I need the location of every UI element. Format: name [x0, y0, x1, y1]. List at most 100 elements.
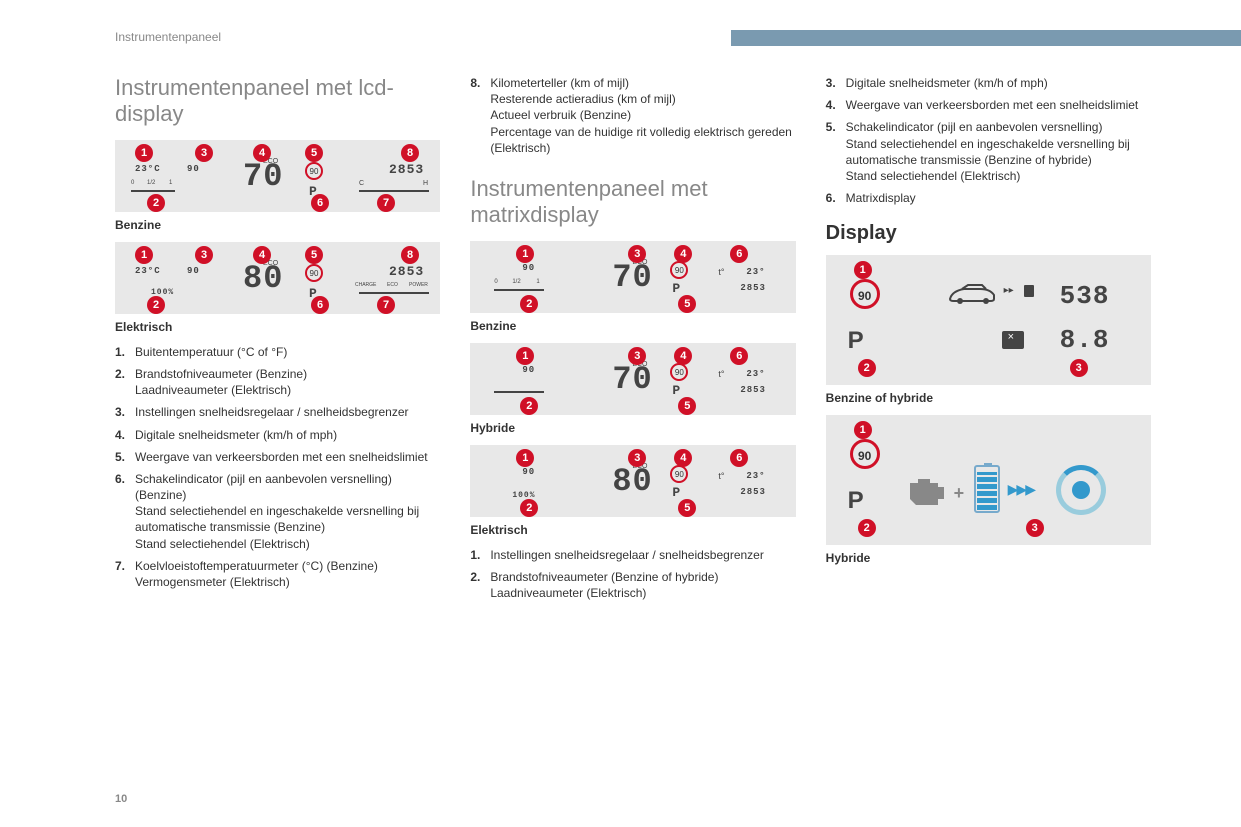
legend-item: 8.Kilometerteller (km of mijl)Resterende…: [470, 75, 795, 156]
outside-temp: 23°: [746, 267, 765, 277]
callout-badge-4: 4: [253, 144, 271, 162]
speed-value: 80: [243, 260, 283, 297]
outside-temp: 23°C: [135, 266, 161, 276]
matrix-panel-benzine: 90 0 1/2 1 ECO 70 90 P t° 23° 2853 12345…: [470, 241, 795, 313]
legend-number: 5.: [826, 119, 846, 135]
plus-icon: +: [954, 483, 965, 504]
fuel-gauge: [494, 289, 544, 291]
outside-temp: 23°C: [135, 164, 161, 174]
legend-item: 3.Instellingen snelheidsregelaar / snelh…: [115, 404, 440, 420]
cruise-value: 90: [187, 164, 200, 174]
legend-text: Digitale snelheidsmeter (km/h of mph): [135, 427, 440, 443]
gear-value: P: [672, 281, 681, 296]
cruise-value: 90: [522, 467, 535, 477]
speed-value: 80: [612, 463, 652, 500]
fuel-gauge: [494, 391, 544, 393]
legend-item: 2.Brandstofniveaumeter (Benzine of hybri…: [470, 569, 795, 601]
callout-badge-3: 3: [195, 246, 213, 264]
odometer-value: 2853: [389, 264, 424, 279]
outside-temp: 23°: [746, 471, 765, 481]
legend-text: Weergave van verkeersborden met een snel…: [135, 449, 440, 465]
engine-icon: [904, 477, 948, 509]
speed-value: 70: [612, 259, 652, 296]
callout-badge-6: 6: [311, 194, 329, 212]
callout-badge-8: 8: [401, 144, 419, 162]
legend-col2-top: 8.Kilometerteller (km of mijl)Resterende…: [470, 75, 795, 156]
legend-number: 5.: [115, 449, 135, 465]
legend-col1: 1.Buitentemperatuur (°C of °F)2.Brandsto…: [115, 344, 440, 590]
legend-text: Schakelindicator (pijl en aanbevolen ver…: [135, 471, 440, 552]
fuel-gauge: [131, 190, 175, 192]
legend-col2: 1.Instellingen snelheidsregelaar / snelh…: [470, 547, 795, 602]
legend-item: 6.Schakelindicator (pijl en aanbevolen v…: [115, 471, 440, 552]
legend-item: 3.Digitale snelheidsmeter (km/h of mph): [826, 75, 1151, 91]
callout-badge-4: 4: [674, 449, 692, 467]
display-panel-hybride: 90 P + ▶▶▶ 123: [826, 415, 1151, 545]
arrow-icon: ▸▸: [1004, 285, 1014, 296]
battery-pct: 100%: [512, 491, 535, 500]
callout-badge-2: 2: [520, 295, 538, 313]
caption-benzine: Benzine: [115, 218, 440, 232]
callout-badge-2: 2: [147, 296, 165, 314]
legend-text: Instellingen snelheidsregelaar / snelhei…: [135, 404, 440, 420]
page-content: Instrumentenpaneel met lcd-display 23°C …: [115, 75, 1151, 607]
callout-badge-6: 6: [311, 296, 329, 314]
caption-hybride: Hybride: [470, 421, 795, 435]
callout-badge-5: 5: [305, 246, 323, 264]
speed-sign-icon: 90: [305, 162, 323, 180]
car-icon: [946, 283, 1000, 307]
gear-value: P: [672, 383, 681, 398]
gear-value: P: [672, 485, 681, 500]
legend-number: 1.: [470, 547, 490, 563]
matrix-panel-elektrisch: 90 100% ECO 80 90 P t° 23° 2853 123456: [470, 445, 795, 517]
caption-benzhyb: Benzine of hybride: [826, 391, 1151, 405]
legend-text: Koelvloeistoftemperatuurmeter (°C) (Benz…: [135, 558, 440, 590]
legend-text: Brandstofniveaumeter (Benzine)Laadniveau…: [135, 366, 440, 398]
lcd-panel-elektrisch: 23°C 90 100% ECO 80 90 P 2853 CHARGE ECO…: [115, 242, 440, 314]
legend-col3-top: 3.Digitale snelheidsmeter (km/h of mph) 4…: [826, 75, 1151, 206]
page-number: 10: [115, 793, 127, 805]
matrix-panel-hybride: 90 ECO 70 90 P t° 23° 2853 123456: [470, 343, 795, 415]
callout-badge-1: 1: [854, 421, 872, 439]
legend-number: 6.: [826, 190, 846, 206]
coolant-cold: C: [359, 180, 364, 187]
callout-badge-1: 1: [854, 261, 872, 279]
callout-badge-1: 1: [516, 449, 534, 467]
callout-badge-6: 6: [730, 347, 748, 365]
legend-item: 4.Digitale snelheidsmeter (km/h of mph): [115, 427, 440, 443]
charge-label: CHARGE: [355, 282, 376, 288]
legend-item: 7.Koelvloeistoftemperatuurmeter (°C) (Be…: [115, 558, 440, 590]
speed-sign-icon: 90: [850, 439, 880, 469]
legend-text: Digitale snelheidsmeter (km/h of mph): [846, 75, 1151, 91]
temp-indicator: t°: [718, 471, 724, 481]
section-title-lcd: Instrumentenpaneel met lcd-display: [115, 75, 440, 128]
legend-number: 3.: [826, 75, 846, 91]
callout-badge-6: 6: [730, 449, 748, 467]
odometer-value: 2853: [740, 487, 766, 497]
callout-badge-6: 6: [730, 245, 748, 263]
callout-badge-5: 5: [678, 397, 696, 415]
speed-value: 70: [243, 158, 283, 195]
cruise-value: 90: [522, 263, 535, 273]
legend-text: Brandstofniveaumeter (Benzine of hybride…: [490, 569, 795, 601]
gear-value: P: [848, 487, 864, 515]
legend-text: Instellingen snelheidsregelaar / snelhei…: [490, 547, 795, 563]
breadcrumb: Instrumentenpaneel: [115, 30, 221, 44]
callout-badge-3: 3: [628, 347, 646, 365]
callout-badge-2: 2: [858, 359, 876, 377]
range-value: 538: [1060, 281, 1110, 311]
callout-badge-4: 4: [253, 246, 271, 264]
fuel-pump-icon: [1024, 285, 1036, 299]
legend-item: 4.Weergave van verkeersborden met een sn…: [826, 97, 1151, 113]
legend-number: 8.: [470, 75, 490, 91]
outside-temp: 23°: [746, 369, 765, 379]
temp-indicator: t°: [718, 267, 724, 277]
callout-badge-3: 3: [628, 449, 646, 467]
callout-badge-8: 8: [401, 246, 419, 264]
cruise-value: 90: [522, 365, 535, 375]
section-title-matrix: Instrumentenpaneel met matrixdisplay: [470, 176, 795, 229]
callout-badge-2: 2: [858, 519, 876, 537]
callout-badge-5: 5: [678, 499, 696, 517]
callout-badge-2: 2: [520, 499, 538, 517]
speed-sign-icon: 90: [850, 279, 880, 309]
